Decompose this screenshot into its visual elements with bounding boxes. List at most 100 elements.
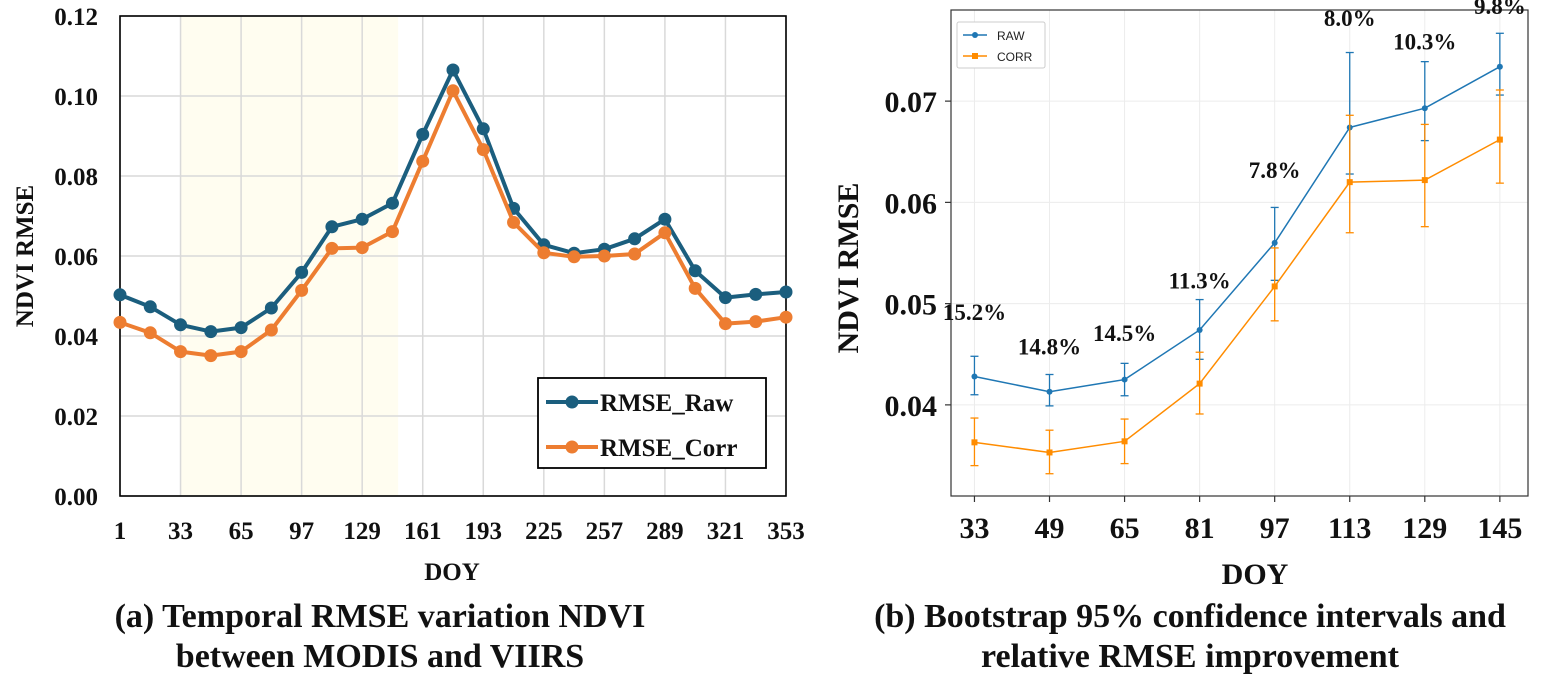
caption-a-line2: between MODIS and VIIRS <box>175 638 585 675</box>
chart-a-point-1-5 <box>264 323 278 337</box>
caption-b-line2: relative RMSE improvement <box>981 638 1399 675</box>
chart-b-annotation-7: 9.8% <box>1474 0 1526 19</box>
chart-b-ylabel: NDVI RMSE <box>832 183 865 354</box>
chart-b-xtick-label-0: 33 <box>959 512 989 545</box>
chart-a-point-1-0 <box>113 315 127 329</box>
chart-b-xtick-label-1: 49 <box>1035 512 1065 545</box>
chart-b-point-0-1 <box>1046 388 1053 395</box>
chart-b-point-1-4 <box>1271 283 1278 290</box>
chart-b-annotation-5: 8.0% <box>1324 6 1376 31</box>
chart-b-annotation-4: 7.8% <box>1249 158 1301 183</box>
chart-a-point-0-5 <box>264 301 278 315</box>
chart-b-xtick-label-7: 145 <box>1477 512 1522 545</box>
chart-a-ytick-label-4: 0.08 <box>54 164 98 191</box>
chart-a-point-1-8 <box>355 241 369 255</box>
chart-b-point-0-7 <box>1496 63 1503 70</box>
chart-a-point-0-11 <box>446 63 460 77</box>
chart-a-point-0-12 <box>476 122 490 136</box>
chart-b-xtick-label-2: 65 <box>1110 512 1140 545</box>
chart-b-ytick-label-0: 0.04 <box>885 390 938 423</box>
chart-b-legend-marker-0 <box>972 32 978 38</box>
chart-a-xtick-label-10: 321 <box>707 518 745 545</box>
caption-b-line1: (b) Bootstrap 95% confidence intervals a… <box>874 598 1506 635</box>
chart-b-annotation-6: 10.3% <box>1393 29 1456 54</box>
chart-a-point-1-7 <box>325 241 339 255</box>
chart-a-point-1-22 <box>779 310 793 324</box>
chart-a-point-1-13 <box>507 215 521 229</box>
chart-a-xtick-label-5: 161 <box>404 518 442 545</box>
chart-b-xtick-label-5: 113 <box>1328 512 1371 545</box>
chart-b-point-0-6 <box>1421 105 1428 112</box>
chart-a-point-1-4 <box>234 345 248 359</box>
chart-b-annotation-1: 14.8% <box>1018 334 1081 359</box>
chart-a-point-0-7 <box>325 220 339 234</box>
chart-a-xtick-label-1: 33 <box>168 518 193 545</box>
figure-canvas: 0.00 0.02 0.04 0.06 0.08 0.10 0.12 1 33 65 97 129 16… <box>12 0 1529 591</box>
chart-b-xtick-label-4: 97 <box>1260 512 1290 545</box>
chart-a-point-0-6 <box>295 265 309 279</box>
chart-a-point-0-10 <box>416 127 430 141</box>
chart-b-ytick-label-1: 0.05 <box>885 289 938 322</box>
chart-a-point-1-11 <box>446 84 460 98</box>
chart-b-legend-label-1: CORR <box>997 50 1033 64</box>
chart-b-point-1-3 <box>1196 380 1203 387</box>
chart-a-frame <box>119 15 787 497</box>
chart-a-point-0-20 <box>718 291 732 305</box>
chart-a-xtick-label-9: 289 <box>646 518 684 545</box>
chart-a-ylabel: NDVI RMSE <box>12 185 39 327</box>
chart-b-point-1-6 <box>1421 177 1428 184</box>
chart-a-point-1-16 <box>597 249 611 263</box>
chart-a-legend-box <box>537 377 767 469</box>
chart-b-xlabel: DOY <box>1222 558 1289 591</box>
caption-b: (b) Bootstrap 95% confidence intervals a… <box>820 597 1542 677</box>
chart-a-point-0-22 <box>779 285 793 299</box>
chart-b-legend-marker-1 <box>972 53 978 59</box>
chart-b-legend-label-0: RAW <box>997 29 1025 43</box>
chart-b-bootstrap-ci: 33 49 65 81 97 113 129 145 0.04 0.05 0.06 0.07 DOY ND… <box>832 0 1529 591</box>
chart-a-legend-label-0: RMSE_Raw <box>600 390 733 417</box>
chart-a-legend-marker-1 <box>565 440 579 454</box>
chart-a-point-1-15 <box>567 250 581 264</box>
chart-a-point-1-9 <box>385 225 399 239</box>
chart-b-ytick-label-3: 0.07 <box>885 86 938 119</box>
chart-a-temporal-rmse: 0.00 0.02 0.04 0.06 0.08 0.10 0.12 1 33 65 97 129 16… <box>12 4 805 586</box>
chart-b-annotation-3: 11.3% <box>1169 268 1231 293</box>
chart-a-xlabel: DOY <box>424 559 480 586</box>
chart-a-ytick-label-0: 0.00 <box>54 484 98 511</box>
chart-a-xtick-label-3: 97 <box>289 518 314 545</box>
chart-a-legend-marker-0 <box>565 395 579 409</box>
chart-b-point-0-4 <box>1271 239 1278 246</box>
chart-a-point-0-4 <box>234 321 248 335</box>
chart-a-xtick-label-8: 257 <box>586 518 624 545</box>
chart-a-point-0-1 <box>143 300 157 314</box>
chart-a-point-1-19 <box>688 281 702 295</box>
chart-a-ytick-label-3: 0.06 <box>54 244 98 271</box>
chart-b-xtick-label-6: 129 <box>1402 512 1447 545</box>
chart-a-ytick-label-1: 0.02 <box>54 404 98 431</box>
chart-a-xtick-label-0: 1 <box>114 518 127 545</box>
chart-a-xtick-label-4: 129 <box>343 518 381 545</box>
chart-a-point-0-2 <box>174 318 188 332</box>
chart-b-point-1-1 <box>1046 449 1053 456</box>
chart-a-xtick-label-11: 353 <box>767 518 805 545</box>
chart-a-ytick-label-2: 0.04 <box>54 324 98 351</box>
chart-b-frame <box>950 9 1529 497</box>
chart-a-xtick-label-2: 65 <box>229 518 254 545</box>
caption-a: (a) Temporal RMSE variation NDVI between… <box>100 597 660 677</box>
chart-b-annotation-0: 15.2% <box>943 300 1006 325</box>
chart-a-xtick-label-7: 225 <box>525 518 563 545</box>
chart-a-point-1-2 <box>174 345 188 359</box>
chart-b-series-line-1 <box>974 138 1501 454</box>
chart-a-point-0-9 <box>385 196 399 210</box>
chart-a-point-1-20 <box>718 317 732 331</box>
chart-a-point-1-18 <box>658 226 672 240</box>
chart-b-point-1-5 <box>1346 179 1353 186</box>
chart-b-point-0-2 <box>1121 376 1128 383</box>
chart-b-point-0-3 <box>1196 326 1203 333</box>
chart-b-series-line-0 <box>974 66 1501 393</box>
chart-a-point-0-0 <box>113 288 127 302</box>
chart-a-point-1-3 <box>204 349 218 363</box>
chart-a-point-0-18 <box>658 212 672 226</box>
chart-b-xtick-label-3: 81 <box>1185 512 1215 545</box>
chart-a-point-1-6 <box>295 283 309 297</box>
